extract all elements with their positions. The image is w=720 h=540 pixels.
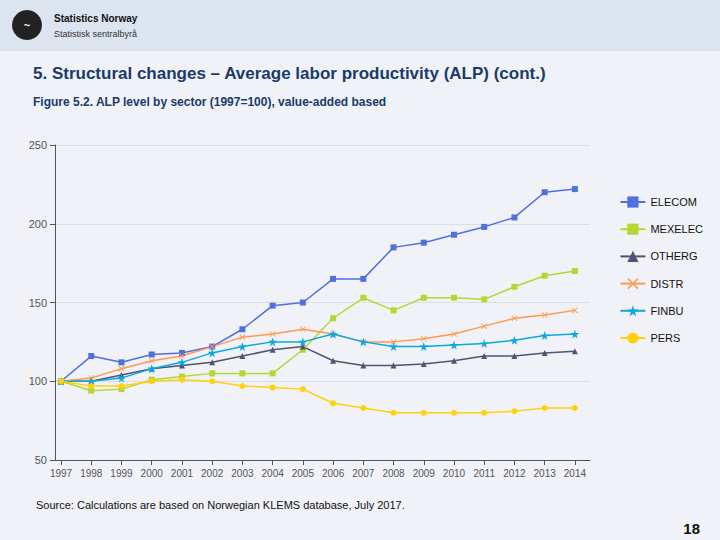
svg-text:Statistisk sentralbyrå: Statistisk sentralbyrå: [54, 29, 137, 39]
svg-text:1998: 1998: [80, 468, 103, 479]
svg-text:PERS: PERS: [650, 332, 680, 344]
svg-text:OTHERG: OTHERG: [650, 250, 697, 262]
svg-text:50: 50: [35, 454, 47, 466]
svg-text:Source: Calculations are based: Source: Calculations are based on Norweg…: [36, 499, 405, 511]
svg-text:2014: 2014: [564, 468, 587, 479]
svg-text:5. Structural changes – Averag: 5. Structural changes – Average labor pr…: [33, 64, 546, 83]
svg-text:2007: 2007: [352, 468, 375, 479]
svg-text:2011: 2011: [473, 468, 495, 479]
svg-text:2009: 2009: [413, 468, 436, 479]
svg-text:2005: 2005: [292, 468, 315, 479]
svg-text:250: 250: [29, 139, 47, 151]
svg-text:1997: 1997: [50, 468, 73, 479]
svg-text:200: 200: [29, 218, 47, 230]
svg-text:ELECOM: ELECOM: [650, 196, 696, 208]
svg-text:Figure 5.2. ALP level by secto: Figure 5.2. ALP level by sector (1997=10…: [33, 95, 386, 109]
svg-text:100: 100: [29, 375, 47, 387]
svg-text:2002: 2002: [201, 468, 224, 479]
svg-text:FINBU: FINBU: [650, 305, 683, 317]
svg-text:2013: 2013: [534, 468, 557, 479]
svg-text:2003: 2003: [231, 468, 254, 479]
svg-text:MEXELEC: MEXELEC: [650, 223, 703, 235]
svg-text:2012: 2012: [503, 468, 526, 479]
svg-text:2010: 2010: [443, 468, 466, 479]
svg-text:DISTR: DISTR: [650, 278, 683, 290]
svg-text:2000: 2000: [141, 468, 164, 479]
svg-text:18: 18: [683, 520, 700, 537]
svg-text:2004: 2004: [262, 468, 285, 479]
svg-text:2001: 2001: [171, 468, 194, 479]
svg-text:Statistics Norway: Statistics Norway: [54, 13, 138, 24]
svg-text:~: ~: [24, 19, 31, 31]
svg-text:2006: 2006: [322, 468, 345, 479]
svg-text:150: 150: [29, 297, 47, 309]
svg-text:1999: 1999: [110, 468, 133, 479]
svg-text:2008: 2008: [382, 468, 405, 479]
